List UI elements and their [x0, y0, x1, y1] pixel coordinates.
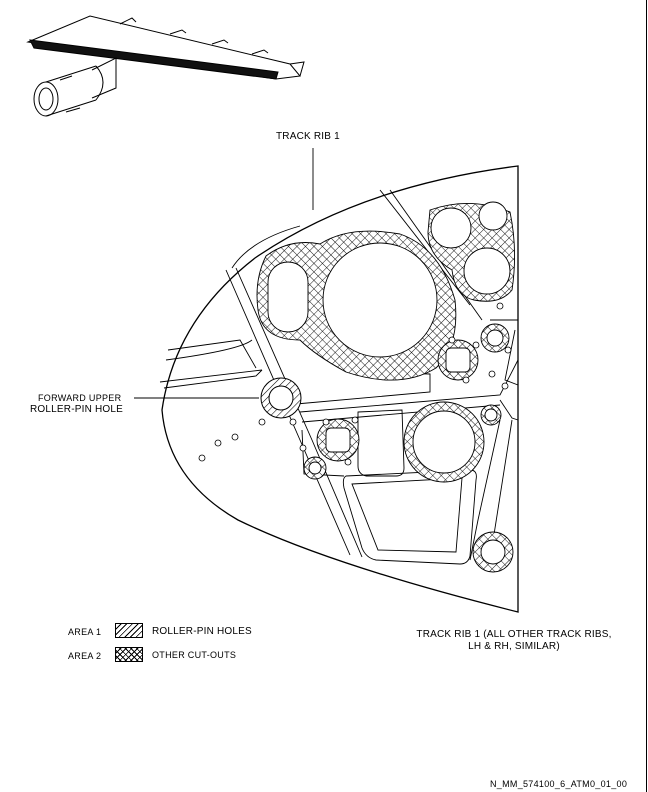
caption-line-2: LH & RH, SIMILAR)	[468, 641, 560, 652]
area2-cutouts	[256, 201, 516, 573]
figure-id: N_MM_574100_6_ATM0_01_00	[490, 779, 628, 789]
area1-roller-pin-hole	[260, 377, 302, 419]
legend-crosshatch-swatch	[115, 647, 143, 662]
legend-area-2: AREA 2	[68, 651, 102, 661]
legend-desc-2: OTHER CUT-OUTS	[152, 650, 237, 660]
legend-hatch-swatch	[115, 623, 143, 638]
leader-lines	[134, 148, 314, 399]
page-right-border	[646, 0, 647, 792]
small-holes	[198, 302, 512, 466]
forward-upper-label: FORWARD UPPER	[38, 393, 122, 403]
caption-line-1: TRACK RIB 1 (ALL OTHER TRACK RIBS,	[416, 629, 612, 640]
legend-desc-1: ROLLER-PIN HOLES	[152, 626, 252, 637]
wing-locator-icon	[26, 15, 305, 117]
track-rib-label: TRACK RIB 1	[276, 131, 340, 142]
legend-area-1: AREA 1	[68, 627, 102, 637]
roller-pin-hole-label: ROLLER-PIN HOLE	[30, 404, 124, 415]
